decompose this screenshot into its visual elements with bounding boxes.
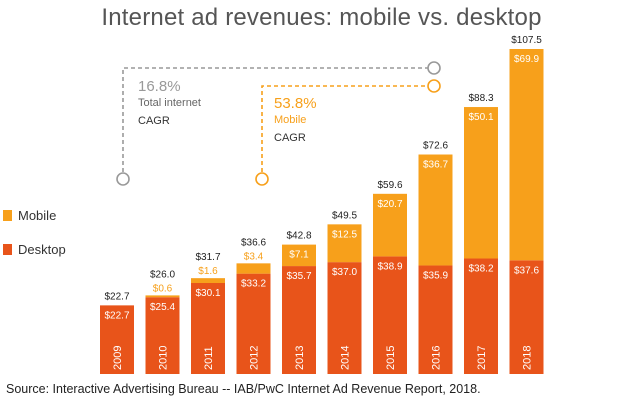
bar-mobile-2011 (191, 278, 225, 283)
cagr-total-end-marker (427, 61, 441, 75)
label-total-2010: $26.0 (150, 269, 175, 280)
label-total-2017: $88.3 (468, 93, 493, 104)
cagr-total-cagr: CAGR (138, 115, 170, 127)
bar-mobile-2013 (282, 244, 316, 267)
bar-mobile-2012 (236, 263, 271, 274)
x-tick-2012: 2012 (249, 346, 261, 370)
cagr-mobile-value: 53.8% (274, 95, 317, 112)
x-tick-2013: 2013 (294, 346, 306, 370)
label-total-2012: $36.6 (241, 237, 266, 248)
cagr-mobile-label: Mobile (274, 114, 306, 126)
label-mobile-2014: $12.5 (332, 229, 357, 240)
label-desktop-2016: $35.9 (423, 270, 448, 281)
bar-desktop-2016 (418, 265, 453, 374)
legend-swatch-mobile (3, 210, 12, 221)
cagr-total-value: 16.8% (138, 78, 181, 95)
x-tick-2015: 2015 (385, 346, 397, 370)
label-mobile-2011: $1.6 (198, 266, 218, 277)
cagr-mobile-end-marker (427, 79, 441, 93)
bar-desktop-2010 (145, 297, 180, 374)
label-desktop-2012: $33.2 (241, 279, 266, 290)
bar-mobile-2015 (373, 193, 407, 257)
legend-swatch-desktop (3, 244, 12, 255)
x-tick-2009: 2009 (112, 346, 124, 370)
bar-mobile-2016 (418, 154, 453, 266)
label-total-2011: $31.7 (195, 252, 220, 263)
label-total-2015: $59.6 (377, 180, 402, 191)
bar-desktop-2013 (282, 266, 316, 374)
legend-label-desktop: Desktop (18, 242, 66, 257)
label-desktop-2014: $37.0 (332, 267, 357, 278)
x-tick-2011: 2011 (203, 346, 215, 370)
label-total-2016: $72.6 (423, 141, 448, 152)
x-tick-2016: 2016 (431, 346, 443, 370)
label-desktop-2011: $30.1 (195, 288, 220, 299)
label-mobile-2018: $69.9 (514, 54, 539, 65)
bar-mobile-2017 (464, 107, 498, 259)
x-tick-2017: 2017 (476, 346, 488, 370)
bar-desktop-2018 (509, 260, 544, 374)
x-tick-2010: 2010 (158, 346, 170, 370)
source-note: Source: Interactive Advertising Bureau -… (6, 382, 481, 396)
bar-desktop-2009 (100, 305, 134, 374)
bar-desktop-2014 (327, 262, 362, 374)
x-tick-2018: 2018 (522, 346, 534, 370)
label-total-2014: $49.5 (332, 210, 357, 221)
label-total-2009: $22.7 (104, 291, 129, 302)
label-mobile-2015: $20.7 (377, 199, 402, 210)
legend-label-mobile: Mobile (18, 208, 56, 223)
bar-mobile-2014 (327, 224, 362, 263)
bar-desktop-2017 (464, 258, 498, 374)
cagr-total-start-marker (116, 172, 130, 186)
label-desktop-2015: $38.9 (377, 261, 402, 272)
label-desktop-2009: $22.7 (104, 310, 129, 321)
label-mobile-2012: $3.4 (244, 251, 264, 262)
chart-title: Internet ad revenues: mobile vs. desktop (101, 4, 542, 31)
x-tick-2014: 2014 (340, 346, 352, 370)
label-mobile-2017: $50.1 (468, 112, 493, 123)
label-mobile-2010: $0.6 (153, 283, 173, 294)
cagr-mobile-line (261, 85, 428, 172)
bar-mobile-2018 (509, 49, 544, 261)
cagr-mobile-cagr: CAGR (274, 132, 306, 144)
label-total-2013: $42.8 (286, 231, 311, 242)
cagr-total-label: Total internet (138, 97, 201, 109)
bar-desktop-2011 (191, 283, 225, 374)
bar-mobile-2010 (145, 295, 180, 298)
label-mobile-2016: $36.7 (423, 160, 448, 171)
bar-desktop-2012 (236, 273, 271, 374)
label-desktop-2018: $37.6 (514, 265, 539, 276)
label-desktop-2013: $35.7 (286, 271, 311, 282)
label-total-2018: $107.5 (511, 35, 542, 46)
label-desktop-2017: $38.2 (468, 264, 493, 275)
label-mobile-2013: $7.1 (289, 250, 309, 261)
label-desktop-2010: $25.4 (150, 302, 175, 313)
bar-desktop-2015 (373, 256, 407, 374)
cagr-mobile-start-marker (255, 172, 269, 186)
